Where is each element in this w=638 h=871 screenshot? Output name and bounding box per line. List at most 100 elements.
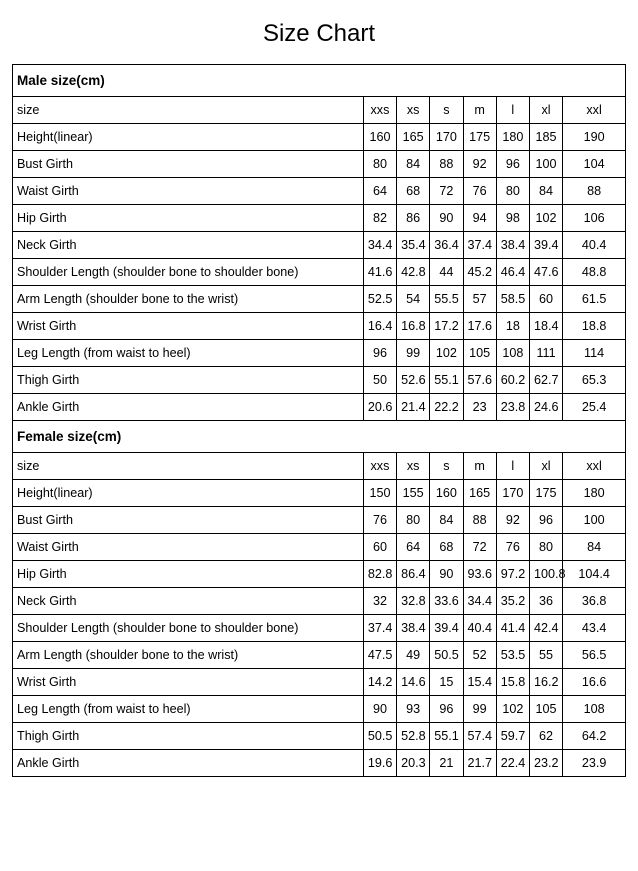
measurement-value: 22.4 (496, 750, 529, 777)
measurement-value: 62.7 (529, 367, 562, 394)
measurement-value: 76 (463, 178, 496, 205)
measurement-value: 55.5 (430, 286, 463, 313)
measurement-value: 90 (363, 696, 396, 723)
measurement-value: 86 (397, 205, 430, 232)
size-column-header: xs (397, 453, 430, 480)
measurement-value: 84 (397, 151, 430, 178)
measurement-value: 53.5 (496, 642, 529, 669)
measurement-value: 46.4 (496, 259, 529, 286)
measurement-value: 97.2 (496, 561, 529, 588)
measurement-value: 36.4 (430, 232, 463, 259)
measurement-value: 37.4 (463, 232, 496, 259)
measurement-value: 86.4 (397, 561, 430, 588)
measurement-value: 185 (529, 124, 562, 151)
measurement-value: 84 (563, 534, 626, 561)
measurement-value: 21.4 (397, 394, 430, 421)
size-row-label: size (13, 97, 364, 124)
measurement-value: 21.7 (463, 750, 496, 777)
measurement-value: 84 (529, 178, 562, 205)
measurement-value: 88 (563, 178, 626, 205)
measurement-value: 92 (463, 151, 496, 178)
measurement-value: 88 (463, 507, 496, 534)
measurement-value: 18.8 (563, 313, 626, 340)
measurement-value: 102 (496, 696, 529, 723)
measurement-value: 165 (397, 124, 430, 151)
measurement-label: Bust Girth (13, 507, 364, 534)
measurement-value: 41.6 (363, 259, 396, 286)
size-column-header: xxl (563, 97, 626, 124)
measurement-value: 104 (563, 151, 626, 178)
measurement-value: 58.5 (496, 286, 529, 313)
measurement-value: 52 (463, 642, 496, 669)
measurement-value: 96 (529, 507, 562, 534)
measurement-value: 170 (496, 480, 529, 507)
measurement-label: Thigh Girth (13, 367, 364, 394)
measurement-value: 80 (363, 151, 396, 178)
measurement-value: 82.8 (363, 561, 396, 588)
measurement-value: 61.5 (563, 286, 626, 313)
measurement-value: 175 (463, 124, 496, 151)
measurement-value: 55.1 (430, 367, 463, 394)
measurement-label: Height(linear) (13, 480, 364, 507)
measurement-label: Ankle Girth (13, 750, 364, 777)
measurement-label: Wrist Girth (13, 669, 364, 696)
measurement-label: Neck Girth (13, 588, 364, 615)
measurement-value: 72 (463, 534, 496, 561)
measurement-value: 39.4 (430, 615, 463, 642)
measurement-value: 23.9 (563, 750, 626, 777)
size-column-header: m (463, 453, 496, 480)
measurement-value: 108 (563, 696, 626, 723)
measurement-value: 180 (496, 124, 529, 151)
measurement-value: 84 (430, 507, 463, 534)
measurement-value: 39.4 (529, 232, 562, 259)
measurement-value: 105 (463, 340, 496, 367)
measurement-value: 33.6 (430, 588, 463, 615)
size-chart-table: Male size(cm)sizexxsxssmlxlxxlHeight(lin… (12, 64, 626, 777)
measurement-value: 55 (529, 642, 562, 669)
measurement-value: 100.8 (529, 561, 562, 588)
measurement-value: 47.6 (529, 259, 562, 286)
measurement-value: 50.5 (430, 642, 463, 669)
measurement-value: 21 (430, 750, 463, 777)
measurement-value: 41.4 (496, 615, 529, 642)
measurement-value: 43.4 (563, 615, 626, 642)
measurement-value: 96 (430, 696, 463, 723)
measurement-label: Waist Girth (13, 534, 364, 561)
measurement-value: 55.1 (430, 723, 463, 750)
measurement-value: 48.8 (563, 259, 626, 286)
measurement-value: 106 (563, 205, 626, 232)
measurement-value: 82 (363, 205, 396, 232)
measurement-label: Thigh Girth (13, 723, 364, 750)
measurement-value: 32.8 (397, 588, 430, 615)
measurement-value: 34.4 (363, 232, 396, 259)
measurement-value: 56.5 (563, 642, 626, 669)
measurement-value: 42.8 (397, 259, 430, 286)
size-row-label: size (13, 453, 364, 480)
measurement-value: 102 (529, 205, 562, 232)
measurement-value: 190 (563, 124, 626, 151)
measurement-value: 160 (363, 124, 396, 151)
measurement-label: Arm Length (shoulder bone to the wrist) (13, 286, 364, 313)
measurement-label: Leg Length (from waist to heel) (13, 696, 364, 723)
measurement-value: 80 (529, 534, 562, 561)
measurement-value: 14.2 (363, 669, 396, 696)
measurement-value: 64 (363, 178, 396, 205)
measurement-label: Arm Length (shoulder bone to the wrist) (13, 642, 364, 669)
measurement-value: 40.4 (563, 232, 626, 259)
measurement-label: Neck Girth (13, 232, 364, 259)
measurement-value: 20.6 (363, 394, 396, 421)
section-header: Male size(cm) (13, 65, 626, 97)
measurement-value: 52.5 (363, 286, 396, 313)
size-column-header: xl (529, 453, 562, 480)
measurement-value: 72 (430, 178, 463, 205)
measurement-value: 15.8 (496, 669, 529, 696)
measurement-value: 24.6 (529, 394, 562, 421)
measurement-value: 22.2 (430, 394, 463, 421)
measurement-value: 18 (496, 313, 529, 340)
measurement-value: 99 (463, 696, 496, 723)
measurement-value: 62 (529, 723, 562, 750)
measurement-value: 16.8 (397, 313, 430, 340)
measurement-value: 93.6 (463, 561, 496, 588)
measurement-value: 23.8 (496, 394, 529, 421)
measurement-value: 170 (430, 124, 463, 151)
